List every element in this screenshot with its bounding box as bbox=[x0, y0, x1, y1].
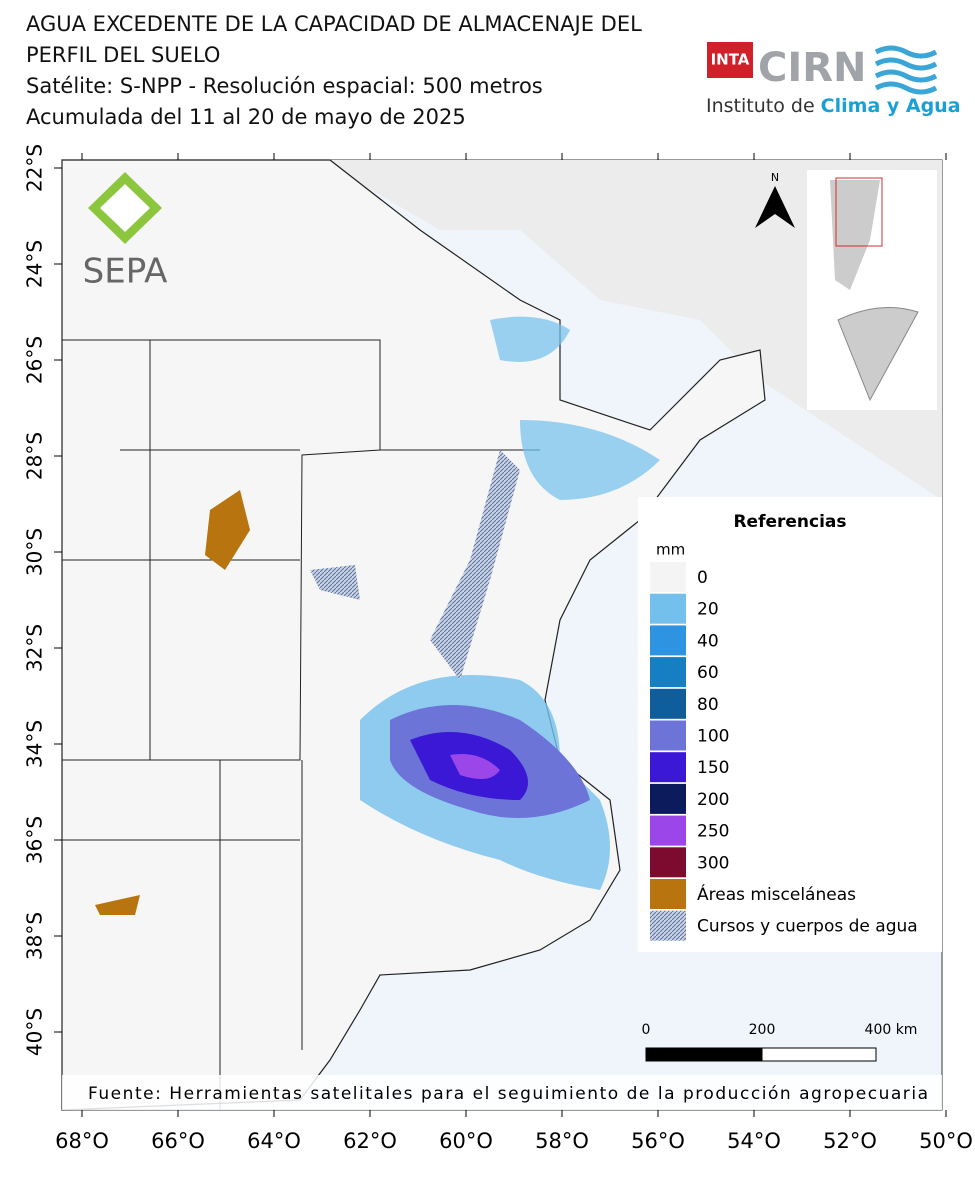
legend-swatch bbox=[650, 815, 686, 846]
legend-swatch bbox=[650, 752, 686, 783]
misc-areas bbox=[95, 490, 250, 915]
lon-label: 58°O bbox=[535, 1129, 589, 1153]
inset-antarctica bbox=[837, 307, 919, 402]
lat-label: 28°S bbox=[23, 432, 47, 480]
lat-label: 24°S bbox=[23, 240, 47, 288]
lat-label: 36°S bbox=[23, 816, 47, 864]
lon-label: 64°O bbox=[247, 1129, 301, 1153]
sepa-text: SEPA bbox=[83, 252, 168, 292]
cirn-text: CIRN bbox=[758, 45, 867, 91]
lon-label: 52°O bbox=[823, 1129, 877, 1153]
legend-swatch bbox=[650, 688, 686, 719]
lon-label: 62°O bbox=[343, 1129, 397, 1153]
scale-label: 200 bbox=[749, 1022, 776, 1038]
scale-label: 0 bbox=[642, 1022, 651, 1038]
lat-label: 22°S bbox=[23, 144, 47, 192]
lat-label: 38°S bbox=[23, 912, 47, 960]
legend-label: 100 bbox=[697, 727, 729, 747]
source-bg bbox=[62, 1075, 942, 1110]
legend-swatch bbox=[650, 720, 686, 751]
legend-label: 0 bbox=[697, 568, 708, 588]
lon-label: 66°O bbox=[151, 1129, 205, 1153]
north-arrow bbox=[755, 186, 795, 228]
lat-label: 40°S bbox=[23, 1008, 47, 1056]
title-line: AGUA EXCEDENTE DE LA CAPACIDAD DE ALMACE… bbox=[26, 12, 642, 36]
lat-label: 30°S bbox=[23, 528, 47, 576]
institute-highlight: Clima y Agua bbox=[821, 95, 961, 117]
north-label: N bbox=[771, 171, 779, 184]
legend-label: 60 bbox=[697, 663, 719, 683]
legend-box bbox=[638, 497, 942, 952]
lon-label: 68°O bbox=[55, 1129, 109, 1153]
sepa-leaf-inner bbox=[100, 184, 150, 232]
legend-title: Referencias bbox=[733, 512, 846, 532]
legend-swatch bbox=[650, 625, 686, 656]
legend-label: 250 bbox=[697, 822, 729, 842]
legend-label: Áreas misceláneas bbox=[697, 883, 856, 905]
inset-argentina bbox=[830, 180, 880, 290]
inta-badge bbox=[707, 42, 753, 78]
scale-segment-light bbox=[761, 1047, 877, 1062]
legend-swatch bbox=[650, 593, 686, 624]
title-line: Acumulada del 11 al 20 de mayo de 2025 bbox=[26, 105, 466, 129]
legend-label: 300 bbox=[697, 853, 729, 873]
legend: Referencias mm 0 20 40 60 80 100 150 200 250 300 Á… bbox=[638, 497, 942, 952]
title-line: PERFIL DEL SUELO bbox=[26, 43, 220, 67]
province-borders bbox=[62, 339, 540, 1110]
legend-swatch bbox=[650, 910, 686, 941]
scale-segment-dark bbox=[645, 1047, 763, 1062]
inset-extent bbox=[835, 177, 883, 247]
lat-label: 34°S bbox=[23, 720, 47, 768]
inta-text: INTA bbox=[711, 51, 750, 69]
legend-swatch bbox=[650, 783, 686, 814]
legend-swatch bbox=[650, 657, 686, 688]
water-bodies bbox=[310, 450, 520, 680]
legend-label: 150 bbox=[697, 758, 729, 778]
institute-prefix: Instituto de bbox=[706, 95, 821, 117]
title-block: AGUA EXCEDENTE DE LA CAPACIDAD DE ALMACE… bbox=[26, 12, 642, 129]
legend-swatch bbox=[650, 879, 686, 909]
lon-label: 54°O bbox=[727, 1129, 781, 1153]
neighbor-countries bbox=[320, 160, 942, 500]
title-line: Satélite: S-NPP - Resolución espacial: 5… bbox=[26, 74, 543, 98]
legend-label: 80 bbox=[697, 695, 719, 715]
legend-label: 20 bbox=[697, 600, 719, 620]
institute-text: Instituto de Clima y Agua bbox=[706, 95, 961, 117]
source: Fuente: Herramientas satelitales para el… bbox=[88, 1084, 928, 1104]
lon-label: 50°O bbox=[919, 1129, 973, 1153]
legend-unit: mm bbox=[656, 541, 685, 559]
lon-label: 56°O bbox=[631, 1129, 685, 1153]
excess-area-250 bbox=[450, 754, 500, 779]
legend-label: Cursos y cuerpos de agua bbox=[697, 917, 918, 937]
scale-bar: 0 200 400 km bbox=[642, 1022, 918, 1062]
scale-label: 400 km bbox=[865, 1022, 918, 1038]
wave-icon bbox=[874, 45, 938, 95]
legend-swatch bbox=[650, 847, 686, 878]
legend-label: 200 bbox=[697, 790, 729, 810]
cirn-logo: INTA CIRN Instituto de Clima y Agua bbox=[706, 42, 961, 117]
legend-label: 40 bbox=[697, 631, 719, 651]
legend-swatch bbox=[650, 562, 686, 592]
excess-area-north bbox=[490, 316, 660, 500]
graticule-labels: 22°S 24°S 26°S 28°S 30°S 32°S 34°S 36°S 38°S 40°S… bbox=[23, 144, 973, 1153]
lat-label: 26°S bbox=[23, 336, 47, 384]
lon-label: 60°O bbox=[439, 1129, 493, 1153]
lat-label: 32°S bbox=[23, 624, 47, 672]
